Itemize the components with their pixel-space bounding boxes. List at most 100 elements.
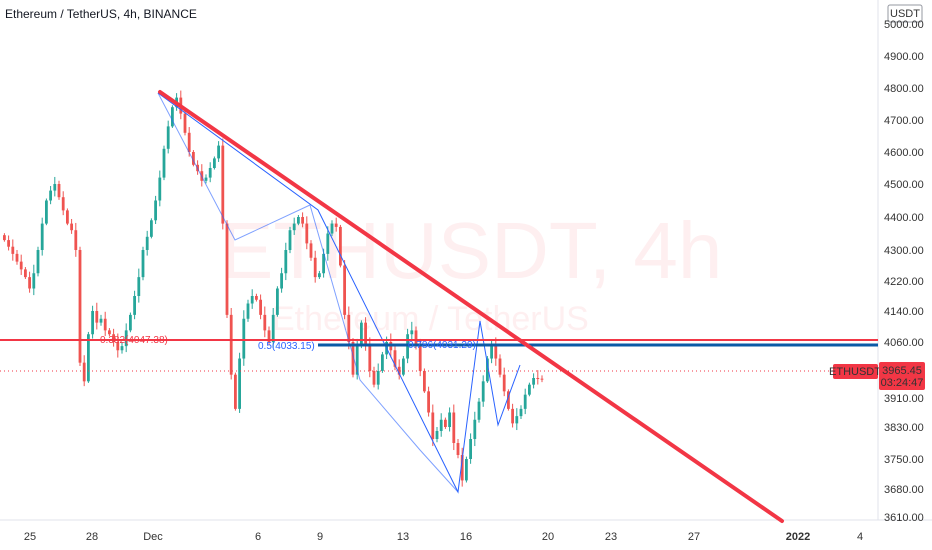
candle-up	[402, 358, 405, 375]
time-tick-label: 2022	[786, 531, 810, 543]
candle-down	[372, 370, 376, 385]
candle-up	[330, 223, 334, 234]
price-tick-label: 4300.00	[884, 245, 924, 257]
candle-down	[305, 223, 309, 244]
candle-up	[376, 370, 380, 385]
candle-down	[339, 226, 342, 266]
candle-down	[351, 342, 355, 375]
candle-up	[154, 200, 157, 221]
candle-up	[381, 354, 384, 371]
candle-down	[229, 314, 233, 375]
candle-up	[162, 148, 166, 178]
candle-up	[297, 217, 300, 224]
candle-up	[528, 384, 531, 395]
harmonic-pattern	[157, 92, 521, 494]
candle-up	[490, 346, 493, 359]
candle-down	[368, 346, 372, 371]
price-tick-label: 4800.00	[884, 83, 924, 95]
candle-down	[397, 366, 401, 375]
candle-down	[540, 378, 544, 380]
price-tick-label: 4060.00	[884, 337, 924, 349]
candle-down	[414, 330, 418, 347]
candle-down	[11, 246, 15, 254]
candle-up	[292, 223, 296, 231]
candle-up	[238, 358, 241, 409]
price-axis[interactable]: 5000.00 4900.00 4800.00 4700.00 4600.00 4500.…	[884, 19, 924, 524]
candle-down	[61, 197, 65, 211]
candle-down	[511, 408, 514, 424]
candle-down	[347, 314, 351, 342]
candle-down	[364, 322, 367, 347]
time-tick-label: 27	[688, 531, 700, 543]
candle-down	[431, 412, 435, 439]
candle-down	[57, 184, 61, 198]
price-tick-label: 4500.00	[884, 179, 924, 191]
currency-badge[interactable]: USDT	[887, 4, 923, 23]
candle-down	[334, 223, 338, 227]
candle-up	[141, 250, 145, 278]
candle-down	[423, 370, 426, 392]
candle-down	[116, 342, 120, 351]
candle-up	[532, 378, 535, 385]
candle-up	[465, 459, 468, 481]
last-price-tag[interactable]: ETHUSDT 3965.45 03:24:47	[829, 362, 925, 390]
candle-up	[326, 233, 330, 254]
candle-down	[267, 330, 271, 342]
time-tick-label: Dec	[143, 531, 163, 543]
candle-down	[3, 235, 6, 241]
price-tick-label: 4220.00	[884, 276, 924, 288]
candle-down	[393, 350, 397, 367]
candle-down	[28, 277, 31, 289]
time-tick-label: 13	[397, 531, 409, 543]
candle-up	[486, 358, 489, 382]
price-tick-label: 4400.00	[884, 212, 924, 224]
candle-up	[32, 273, 36, 289]
candle-down	[498, 358, 502, 375]
candle-up	[523, 394, 527, 409]
candle-up	[158, 177, 162, 201]
candle-up	[40, 223, 44, 250]
candle-down	[309, 243, 313, 258]
candle-up	[217, 145, 220, 159]
candle-down	[95, 311, 99, 323]
candle-down	[494, 346, 498, 359]
candle-down	[502, 374, 506, 392]
candle-down	[7, 240, 10, 247]
candle-down	[259, 299, 262, 315]
candle-up	[519, 408, 523, 417]
candle-up	[435, 431, 439, 439]
candle-down	[255, 296, 258, 300]
descending-trendline[interactable]	[158, 90, 784, 523]
candle-down	[460, 455, 464, 481]
candle-up	[91, 311, 94, 335]
candle-up	[515, 416, 519, 424]
candle-up	[45, 200, 48, 224]
candle-up	[150, 220, 153, 237]
price-tick-label: 4600.00	[884, 147, 924, 159]
price-tick-label: 3610.00	[884, 512, 924, 524]
time-tick-label: 23	[605, 531, 617, 543]
candle-up	[322, 253, 325, 274]
price-tick-label: 4140.00	[884, 306, 924, 318]
candle-up	[171, 107, 174, 127]
fib-label-right: 0.786(4031.29)	[408, 340, 476, 351]
time-tick-label: 6	[255, 531, 261, 543]
candle-down	[103, 318, 107, 331]
time-axis[interactable]: 25 28 Dec 6 9 13 16 20 23 27 2022 4	[24, 531, 863, 543]
price-tag-countdown: 03:24:47	[881, 377, 924, 389]
time-tick-label: 28	[86, 531, 98, 543]
candle-down	[507, 391, 510, 409]
price-tick-label: 4700.00	[884, 115, 924, 127]
candle-down	[24, 269, 27, 278]
candle-up	[271, 314, 275, 342]
price-tick-label: 4900.00	[884, 51, 924, 63]
candle-up	[280, 273, 283, 289]
candle-down	[74, 230, 78, 250]
candle-up	[439, 419, 443, 431]
currency-badge-label: USDT	[890, 8, 920, 20]
candle-up	[360, 322, 363, 347]
candle-up	[208, 168, 212, 178]
candle-up	[355, 346, 359, 375]
time-tick-label: 20	[542, 531, 554, 543]
